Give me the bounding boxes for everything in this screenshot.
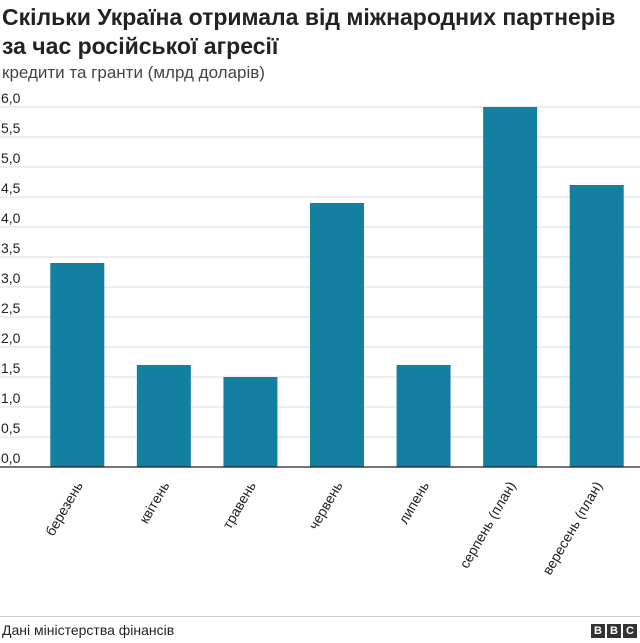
bar — [396, 365, 451, 467]
x-category-label: червень — [305, 479, 345, 533]
x-category-label: травень — [219, 479, 259, 532]
source-note: Дані міністерства фінансів — [2, 622, 175, 638]
bbc-logo-letter: B — [607, 624, 621, 638]
y-tick-label: 3,5 — [1, 240, 21, 256]
bbc-logo: B B C — [591, 624, 637, 638]
bar — [50, 263, 105, 467]
y-tick-label: 1,0 — [1, 390, 21, 406]
y-axis-ticks: 0,0 0,5 1,0 1,5 2,0 2,5 3,0 3,5 4,0 4,5 5,0 5,5 6,0 — [1, 92, 21, 466]
y-tick-label: 4,0 — [1, 210, 21, 226]
x-axis-labels: березень квітень травень червень липень серпе… — [42, 479, 605, 578]
y-tick-label: 1,5 — [1, 360, 21, 376]
footer-divider — [0, 616, 640, 617]
x-category-label: серпень (план) — [456, 479, 519, 571]
bar — [483, 107, 538, 467]
bars — [50, 107, 624, 467]
bar — [223, 377, 278, 467]
y-tick-label: 2,0 — [1, 330, 21, 346]
x-category-label: квітень — [136, 479, 173, 527]
bar — [310, 203, 364, 467]
x-category-label: липень — [395, 479, 432, 527]
x-category-label: березень — [42, 479, 86, 539]
y-tick-label: 2,5 — [1, 300, 21, 316]
bar — [569, 185, 624, 467]
bar — [136, 365, 191, 467]
y-tick-label: 5,5 — [1, 120, 21, 136]
y-tick-label: 5,0 — [1, 150, 21, 166]
x-category-label: вересень (план) — [539, 479, 605, 578]
chart-subtitle: кредити та гранти (млрд доларів) — [2, 63, 265, 82]
chart-title: Скільки Україна отримала від міжнародних… — [2, 4, 616, 59]
y-tick-label: 6,0 — [1, 92, 21, 106]
bbc-logo-letter: B — [591, 624, 605, 638]
y-tick-label: 0,5 — [1, 420, 21, 436]
y-tick-label: 0,0 — [1, 450, 21, 466]
bbc-logo-letter: C — [623, 624, 637, 638]
y-tick-label: 4,5 — [1, 180, 21, 196]
bar-chart: 0,00,51,01,52,02,53,03,54,04,55,05,56,0 … — [0, 92, 640, 578]
y-tick-label: 3,0 — [1, 270, 21, 286]
